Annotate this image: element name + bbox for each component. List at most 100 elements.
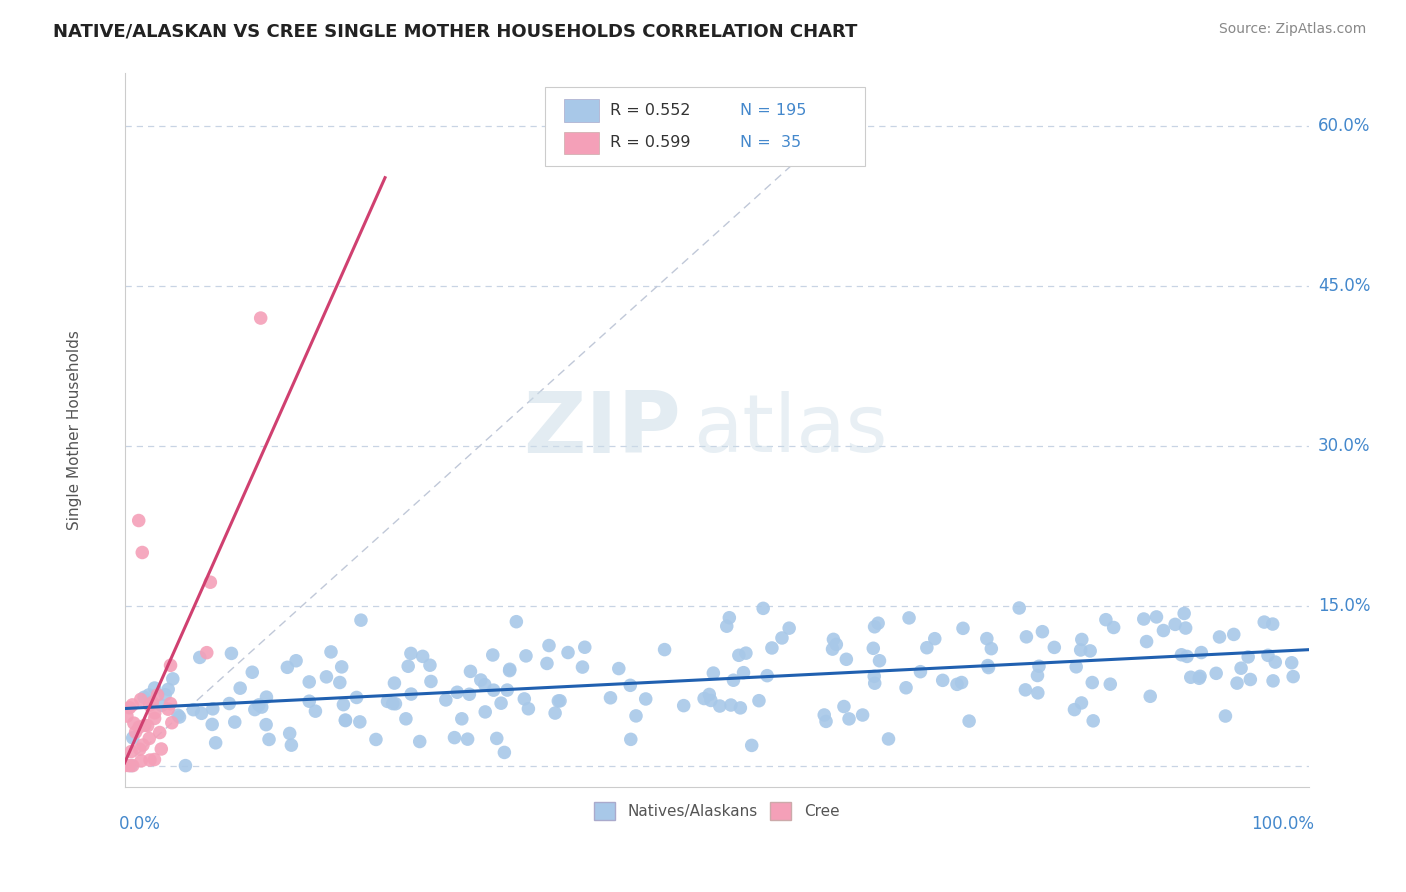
Point <box>240 665 263 680</box>
Point <box>898 611 921 625</box>
Legend: Natives/Alaskans, Cree: Natives/Alaskans, Cree <box>588 796 845 826</box>
Point <box>1078 644 1101 658</box>
Point <box>852 708 875 723</box>
Point <box>329 675 352 690</box>
Point <box>1081 675 1104 690</box>
Point <box>138 688 160 702</box>
Point <box>250 700 273 714</box>
Point <box>1070 696 1092 710</box>
Point <box>499 662 522 676</box>
Point <box>278 726 301 740</box>
Point <box>1237 649 1260 664</box>
Point <box>756 668 779 682</box>
Point <box>894 681 917 695</box>
Point <box>335 713 357 727</box>
Point <box>574 640 596 655</box>
Point <box>276 660 298 674</box>
Point <box>571 660 593 674</box>
Point <box>167 708 190 723</box>
Point <box>128 720 150 734</box>
Text: Source: ZipAtlas.com: Source: ZipAtlas.com <box>1219 22 1367 37</box>
Point <box>735 646 758 660</box>
Point <box>485 731 508 746</box>
Point <box>1205 666 1227 681</box>
Point <box>1208 630 1230 644</box>
Point <box>446 685 468 699</box>
Point <box>1261 617 1284 632</box>
Point <box>134 718 156 732</box>
Point <box>1230 661 1253 675</box>
Point <box>285 654 308 668</box>
Point <box>155 688 177 702</box>
Point <box>761 640 783 655</box>
Point <box>1139 690 1161 704</box>
Point <box>863 669 886 683</box>
Point <box>821 642 844 657</box>
Point <box>517 702 540 716</box>
Point <box>778 621 800 635</box>
Point <box>157 682 180 697</box>
Point <box>513 692 536 706</box>
Point <box>395 712 418 726</box>
FancyBboxPatch shape <box>564 99 599 122</box>
Point <box>128 514 150 528</box>
Point <box>823 632 845 647</box>
Point <box>315 670 337 684</box>
Text: ZIP: ZIP <box>523 388 681 472</box>
Point <box>832 699 855 714</box>
Point <box>143 706 166 720</box>
Point <box>121 698 143 712</box>
Point <box>957 714 980 728</box>
Text: N = 195: N = 195 <box>741 103 807 118</box>
Point <box>718 611 741 625</box>
Text: 100.0%: 100.0% <box>1251 815 1315 833</box>
Point <box>377 694 399 708</box>
Point <box>138 698 160 713</box>
Point <box>129 692 152 706</box>
Point <box>249 311 271 326</box>
Point <box>1015 630 1038 644</box>
Point <box>1188 671 1211 685</box>
Point <box>1281 656 1303 670</box>
Point <box>443 731 465 745</box>
Text: 15.0%: 15.0% <box>1319 597 1371 615</box>
Point <box>346 690 368 705</box>
Point <box>195 646 218 660</box>
Point <box>257 732 280 747</box>
Point <box>349 714 371 729</box>
Point <box>496 683 519 698</box>
Point <box>335 714 357 728</box>
Point <box>693 691 716 706</box>
Point <box>330 660 353 674</box>
Point <box>350 613 373 627</box>
Point <box>139 753 162 767</box>
Point <box>607 662 630 676</box>
Point <box>150 742 173 756</box>
Point <box>474 678 496 692</box>
Point <box>470 673 492 687</box>
FancyBboxPatch shape <box>564 131 599 154</box>
Point <box>634 692 657 706</box>
Point <box>201 717 224 731</box>
Point <box>1102 620 1125 634</box>
Point <box>150 698 173 713</box>
Point <box>1014 682 1036 697</box>
Point <box>122 716 145 731</box>
Point <box>702 666 724 681</box>
Point <box>1083 714 1105 728</box>
Point <box>1189 646 1212 660</box>
Point <box>143 681 166 695</box>
Point <box>505 615 527 629</box>
FancyBboxPatch shape <box>546 87 865 166</box>
Point <box>399 647 422 661</box>
Point <box>1031 624 1053 639</box>
Point <box>835 652 858 666</box>
Point <box>457 732 479 747</box>
Point <box>730 701 752 715</box>
Point <box>548 694 571 708</box>
Point <box>915 640 938 655</box>
Point <box>332 698 354 712</box>
Point <box>384 676 406 690</box>
Point <box>141 695 163 709</box>
Point <box>950 675 973 690</box>
